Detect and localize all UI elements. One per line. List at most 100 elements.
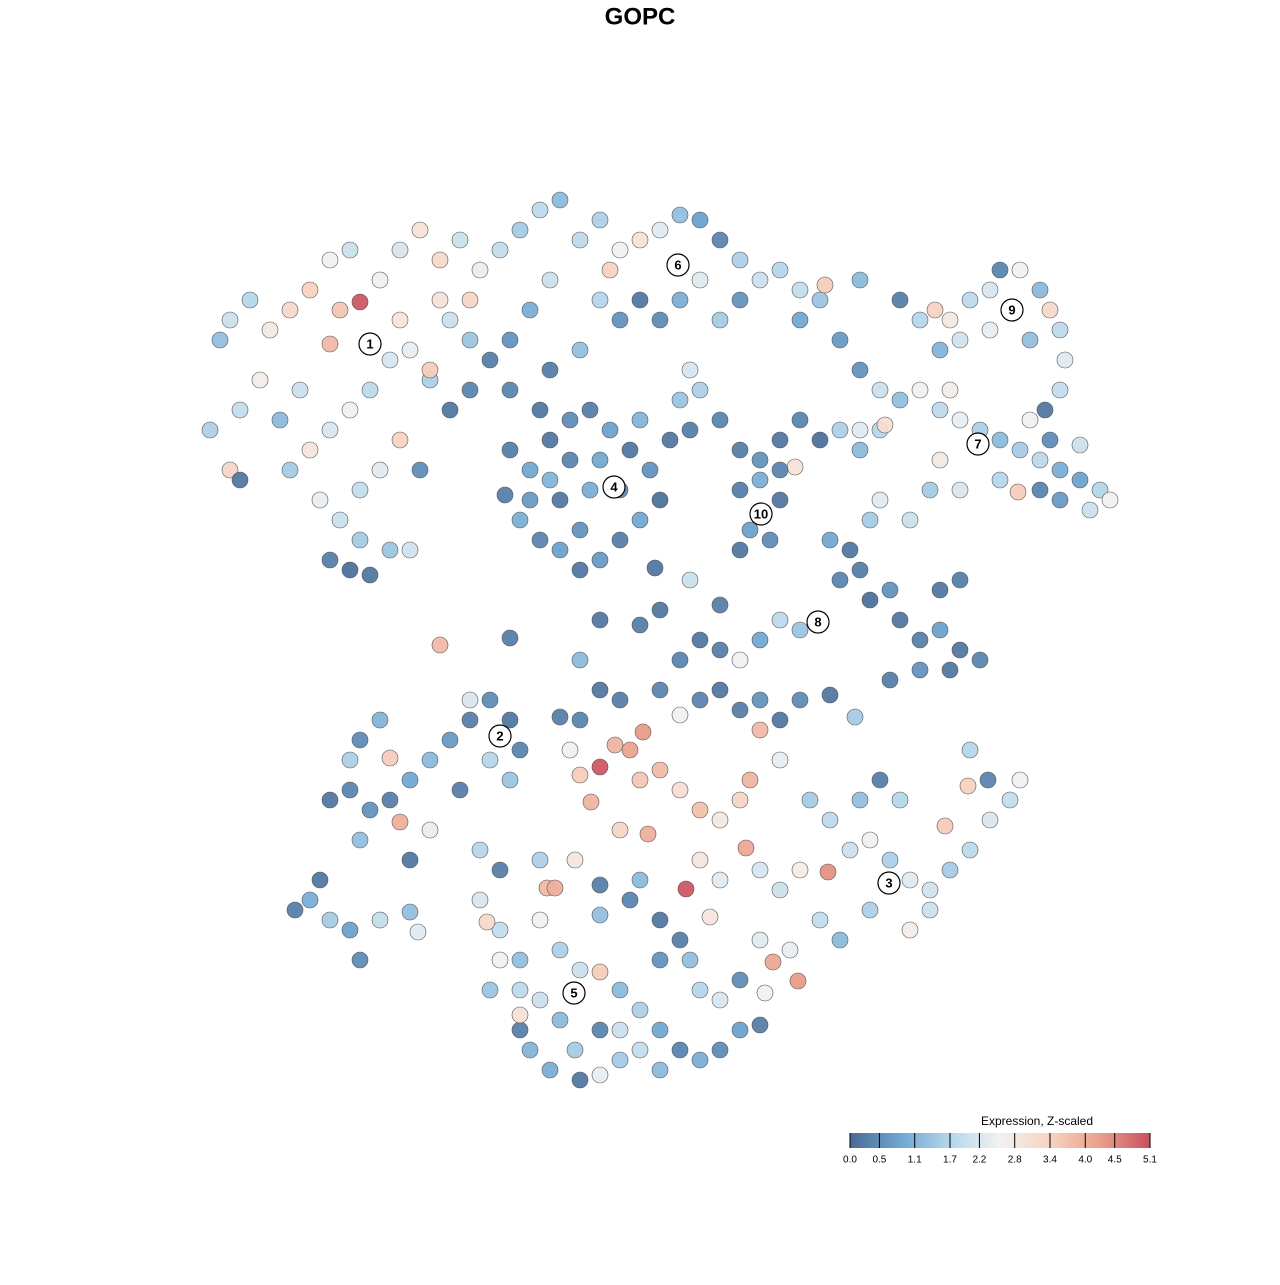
cell-point — [371, 711, 389, 729]
cell-point — [1071, 436, 1089, 454]
cell-point — [771, 711, 789, 729]
cell-point — [481, 691, 499, 709]
cell-point — [911, 381, 929, 399]
cell-point — [1041, 301, 1059, 319]
cell-point — [291, 381, 309, 399]
colorbar-tick-label: 4.5 — [1108, 1155, 1122, 1166]
cell-point — [634, 723, 652, 741]
cell-point — [801, 791, 819, 809]
cell-point — [411, 461, 429, 479]
cell-point — [478, 913, 496, 931]
cell-point — [789, 972, 807, 990]
cell-point — [501, 629, 519, 647]
cell-point — [677, 880, 695, 898]
cell-point — [651, 601, 669, 619]
cell-point — [341, 781, 359, 799]
cell-point — [381, 749, 399, 767]
cell-point — [591, 551, 609, 569]
cell-point — [201, 421, 219, 439]
cell-point — [631, 616, 649, 634]
cell-point — [611, 981, 629, 999]
cell-point — [611, 691, 629, 709]
cell-point — [611, 821, 629, 839]
cell-point — [1031, 451, 1049, 469]
cell-point — [941, 661, 959, 679]
cell-point — [261, 321, 279, 339]
cell-point — [411, 221, 429, 239]
cell-point — [691, 851, 709, 869]
cell-point — [881, 851, 899, 869]
cell-point — [651, 311, 669, 329]
cell-point — [566, 851, 584, 869]
cell-point — [566, 1041, 584, 1059]
cell-point — [409, 923, 427, 941]
cell-point — [981, 321, 999, 339]
cell-point — [531, 911, 549, 929]
cell-point — [891, 391, 909, 409]
cell-point — [1011, 261, 1029, 279]
cell-point — [496, 486, 514, 504]
cell-point — [711, 596, 729, 614]
cell-point — [631, 291, 649, 309]
cluster-label: 6 — [674, 257, 681, 272]
cell-point — [451, 231, 469, 249]
cell-point — [1031, 481, 1049, 499]
cell-point — [621, 741, 639, 759]
cell-point — [591, 1066, 609, 1084]
cell-point — [851, 441, 869, 459]
cell-point — [541, 361, 559, 379]
cell-point — [821, 686, 839, 704]
cluster-badge — [877, 871, 901, 895]
cell-point — [711, 311, 729, 329]
cell-point — [711, 411, 729, 429]
cell-point — [401, 541, 419, 559]
cell-point — [551, 191, 569, 209]
cell-point — [926, 301, 944, 319]
cell-point — [681, 421, 699, 439]
cell-point — [1021, 331, 1039, 349]
cell-point — [371, 271, 389, 289]
cluster-badge — [358, 332, 382, 356]
cell-point — [1031, 281, 1049, 299]
cell-point — [1001, 791, 1019, 809]
cell-point — [921, 481, 939, 499]
cell-point — [611, 1051, 629, 1069]
cell-point — [711, 871, 729, 889]
cell-point — [591, 681, 609, 699]
cell-point — [301, 281, 319, 299]
cell-point — [841, 541, 859, 559]
cell-point — [861, 591, 879, 609]
cell-point — [821, 811, 839, 829]
cell-point — [731, 651, 749, 669]
cell-point — [561, 451, 579, 469]
cell-point — [531, 531, 549, 549]
cell-point — [301, 441, 319, 459]
cell-point — [731, 541, 749, 559]
cell-point — [491, 861, 509, 879]
colorbar-tick-label: 5.1 — [1143, 1155, 1157, 1166]
cell-point — [841, 841, 859, 859]
cell-point — [461, 291, 479, 309]
cell-point — [991, 471, 1009, 489]
cell-point — [631, 771, 649, 789]
cell-point — [351, 951, 369, 969]
cell-point — [321, 791, 339, 809]
cell-point — [221, 461, 239, 479]
cell-point — [761, 531, 779, 549]
cell-point — [1011, 441, 1029, 459]
cell-point — [331, 511, 349, 529]
cell-point — [931, 581, 949, 599]
cell-point — [1051, 491, 1069, 509]
cell-point — [331, 301, 349, 319]
cell-point — [311, 491, 329, 509]
cell-point — [881, 581, 899, 599]
cell-point — [361, 381, 379, 399]
cell-point — [271, 411, 289, 429]
cell-point — [581, 401, 599, 419]
cell-point — [691, 691, 709, 709]
cell-point — [861, 831, 879, 849]
cell-point — [941, 381, 959, 399]
cell-point — [631, 411, 649, 429]
cell-point — [791, 621, 809, 639]
